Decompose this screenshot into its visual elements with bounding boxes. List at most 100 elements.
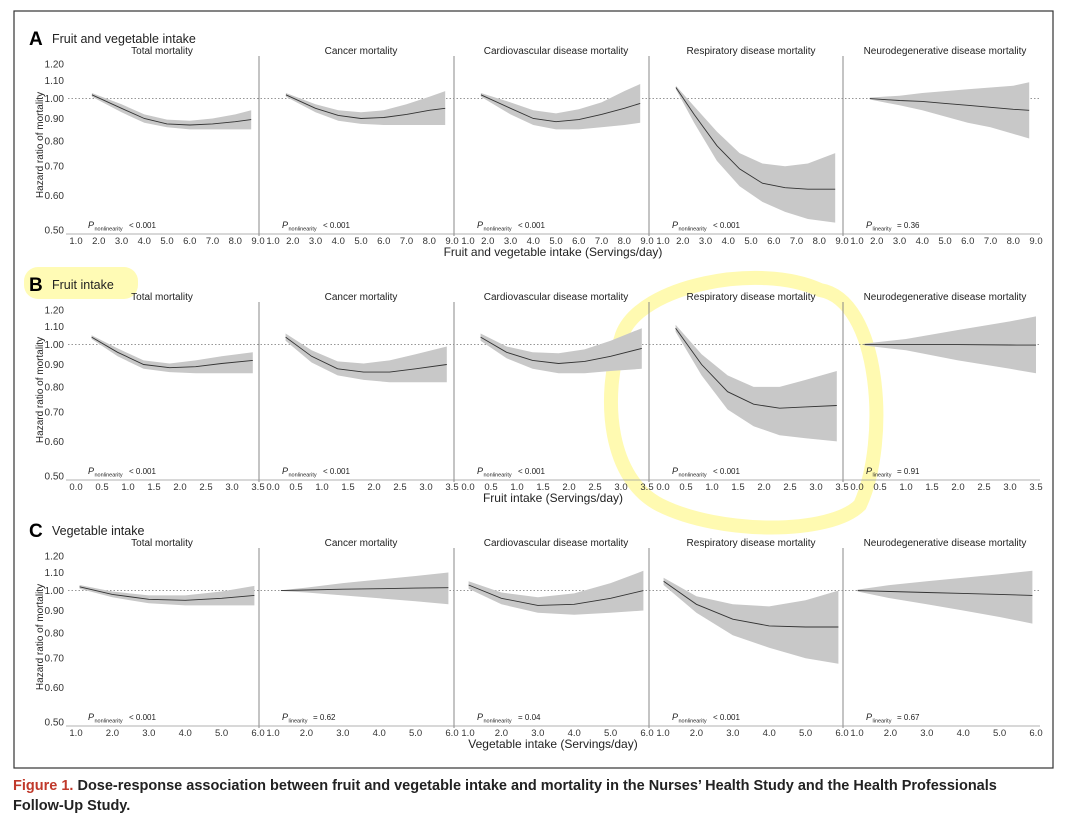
panel-a-subplot-1-title: Total mortality: [131, 46, 193, 57]
panel-b-subplot-1-x-tick-label: 1.5: [147, 482, 160, 493]
panel-a-subplot-1-p-symbol: P: [88, 220, 94, 230]
panel-b-y-tick-label: 1.10: [45, 322, 65, 333]
panel-a-subplot-5-x-tick-label: 5.0: [938, 236, 951, 247]
panel-b-subplot-2-p-subscript: nonlinearity: [289, 473, 317, 479]
panel-b-subplot-2-x-tick-label: 0.5: [289, 482, 302, 493]
panel-c-subplot-5-p-subscript: linearity: [873, 719, 892, 725]
panel-b-subplot-2-p-symbol: P: [282, 466, 288, 476]
highlight-panel-b-title: [24, 267, 138, 299]
panel-a-y-tick-label: 0.60: [45, 191, 65, 202]
panel-a-subplot-2-title: Cancer mortality: [325, 46, 398, 57]
panel-b-subplot-4-p-subscript: nonlinearity: [679, 473, 707, 479]
panel-b-subplot-4-p-value: < 0.001: [713, 467, 740, 476]
panel-a-y-tick-label: 1.00: [45, 94, 65, 105]
panel-a-subplot-3-confidence-band: [480, 84, 641, 130]
panel-c-subplot-3-hazard-line: [468, 584, 644, 606]
panel-b-subplot-1-p-subscript: nonlinearity: [95, 473, 123, 479]
panel-a-subplot-1-p-value: < 0.001: [129, 221, 156, 230]
panel-c-x-axis-title: Vegetable intake (Servings/day): [468, 737, 637, 751]
panel-a-subplot-4-p-value: < 0.001: [713, 221, 740, 230]
panel-c-letter: C: [29, 521, 43, 542]
panel-a-subplot-5-x-tick-label: 7.0: [984, 236, 997, 247]
panel-b-y-tick-label: 0.70: [45, 408, 65, 419]
panel-c-subplot-4-x-tick-label: 1.0: [656, 728, 669, 739]
panel-c-subplot-1-x-tick-label: 4.0: [179, 728, 192, 739]
panel-c-subplot-1-title: Total mortality: [131, 538, 193, 549]
panel-c-subplot-1-x-tick-label: 2.0: [106, 728, 119, 739]
panel-a-subplot-2-x-tick-label: 7.0: [400, 236, 413, 247]
panel-b-subplot-5-x-tick-label: 0.5: [873, 482, 886, 493]
highlight-circle-respiratory: [603, 270, 884, 535]
panel-a-subplot-4-x-tick-label: 6.0: [767, 236, 780, 247]
figure-border: [13, 10, 1054, 769]
panel-c-subplot-5-confidence-band: [857, 570, 1033, 624]
panel-b-subplot-2-x-tick-label: 3.5: [445, 482, 458, 493]
panel-b-subplot-3-p-value: < 0.001: [518, 467, 545, 476]
panel-b-subplot-1-x-tick-label: 3.5: [251, 482, 264, 493]
panel-a-subplot-3-p-symbol: P: [477, 220, 483, 230]
panel-b-subplot-1-hazard-line: [91, 336, 253, 369]
caption-text: Dose-response association between fruit …: [13, 778, 997, 814]
panel-c-subplot-2-x-tick-label: 5.0: [409, 728, 422, 739]
panel-a-subplot-2-p-symbol: P: [282, 220, 288, 230]
panel-b-subplot-2-x-tick-label: 1.5: [341, 482, 354, 493]
panel-b-subplot-3-p-subscript: nonlinearity: [484, 473, 512, 479]
panel-c-subplot-4-x-tick-label: 5.0: [799, 728, 812, 739]
panel-c-subplot-5-x-tick-label: 2.0: [884, 728, 897, 739]
panel-b-y-tick-label: 1.00: [45, 340, 65, 351]
panel-c-subplot-5-x-tick-label: 1.0: [850, 728, 863, 739]
panel-a-subplot-5-x-tick-label: 8.0: [1007, 236, 1020, 247]
panel-a-subplot-5-x-tick-label: 6.0: [961, 236, 974, 247]
panel-c-title: Vegetable intake: [52, 524, 144, 538]
panel-a-subplot-2-x-tick-label: 3.0: [309, 236, 322, 247]
panel-a-subplot-3-x-tick-label: 1.0: [461, 236, 474, 247]
panel-a-y-tick-label: 1.10: [45, 76, 65, 87]
panel-b-subplot-4-x-tick-label: 2.0: [757, 482, 770, 493]
panel-c-subplot-2-x-tick-label: 1.0: [266, 728, 279, 739]
panel-c-subplot-1-x-tick-label: 1.0: [69, 728, 82, 739]
panel-a-subplot-1-confidence-band: [91, 93, 252, 130]
panel-a-subplot-5-hazard-line: [869, 98, 1030, 111]
panel-c-y-tick-label: 1.10: [45, 568, 65, 579]
panel-c-subplot-5-title: Neurodegenerative disease mortality: [864, 538, 1027, 549]
panel-c-subplot-4-p-subscript: nonlinearity: [679, 719, 707, 725]
panel-a-subplot-1-x-tick-label: 4.0: [138, 236, 151, 247]
panel-c-subplot-2-title: Cancer mortality: [325, 538, 398, 549]
panel-b-subplot-1-confidence-band: [91, 335, 253, 374]
panel-a-letter: A: [29, 29, 43, 50]
panel-b-subplot-4-x-tick-label: 1.5: [731, 482, 744, 493]
panel-b-subplot-3-x-tick-label: 0.5: [484, 482, 497, 493]
panel-b-subplot-4-x-tick-label: 0.0: [656, 482, 669, 493]
panel-a-subplot-1-x-tick-label: 9.0: [251, 236, 264, 247]
panel-a-subplot-3-x-tick-label: 9.0: [640, 236, 653, 247]
panel-a-subplot-2-confidence-band: [285, 91, 446, 125]
panel-c-subplot-2-p-subscript: linearity: [289, 719, 308, 725]
panel-c-subplot-2-p-value: = 0.62: [313, 713, 336, 722]
panel-a-subplot-3-x-tick-label: 6.0: [572, 236, 585, 247]
panel-a-subplot-4-x-tick-label: 7.0: [790, 236, 803, 247]
panel-a-subplot-5-x-tick-label: 3.0: [893, 236, 906, 247]
panel-a-subplot-5-x-tick-label: 9.0: [1029, 236, 1042, 247]
panel-a-subplot-1-x-tick-label: 1.0: [69, 236, 82, 247]
panel-b-subplot-3-x-tick-label: 0.0: [461, 482, 474, 493]
panel-b-subplot-1-x-tick-label: 2.5: [199, 482, 212, 493]
panel-b-subplot-3-title: Cardiovascular disease mortality: [484, 292, 629, 303]
panel-b-y-tick-label: 0.60: [45, 437, 65, 448]
panel-c-subplot-1-x-tick-label: 6.0: [251, 728, 264, 739]
panel-c-subplot-4-x-tick-label: 6.0: [835, 728, 848, 739]
panel-c-subplot-3-x-tick-label: 6.0: [640, 728, 653, 739]
panel-a-subplot-3-x-tick-label: 8.0: [618, 236, 631, 247]
panel-b-subplot-3-x-tick-label: 2.0: [562, 482, 575, 493]
panel-b-subplot-3-x-tick-label: 3.0: [614, 482, 627, 493]
panel-c-subplot-3-p-subscript: nonlinearity: [484, 719, 512, 725]
panel-a-subplot-4-x-tick-label: 4.0: [722, 236, 735, 247]
panel-b-title: Fruit intake: [52, 278, 114, 292]
panel-c-subplot-3-confidence-band: [468, 570, 644, 615]
panel-b-subplot-2-x-tick-label: 2.5: [393, 482, 406, 493]
panel-b-subplot-2-hazard-line: [285, 336, 447, 373]
panel-a-y-tick-label: 1.20: [45, 60, 65, 71]
panel-a-subplot-3-p-value: < 0.001: [518, 221, 545, 230]
panel-b-subplot-2-title: Cancer mortality: [325, 292, 398, 303]
panel-b-subplot-3-x-tick-label: 3.5: [640, 482, 653, 493]
